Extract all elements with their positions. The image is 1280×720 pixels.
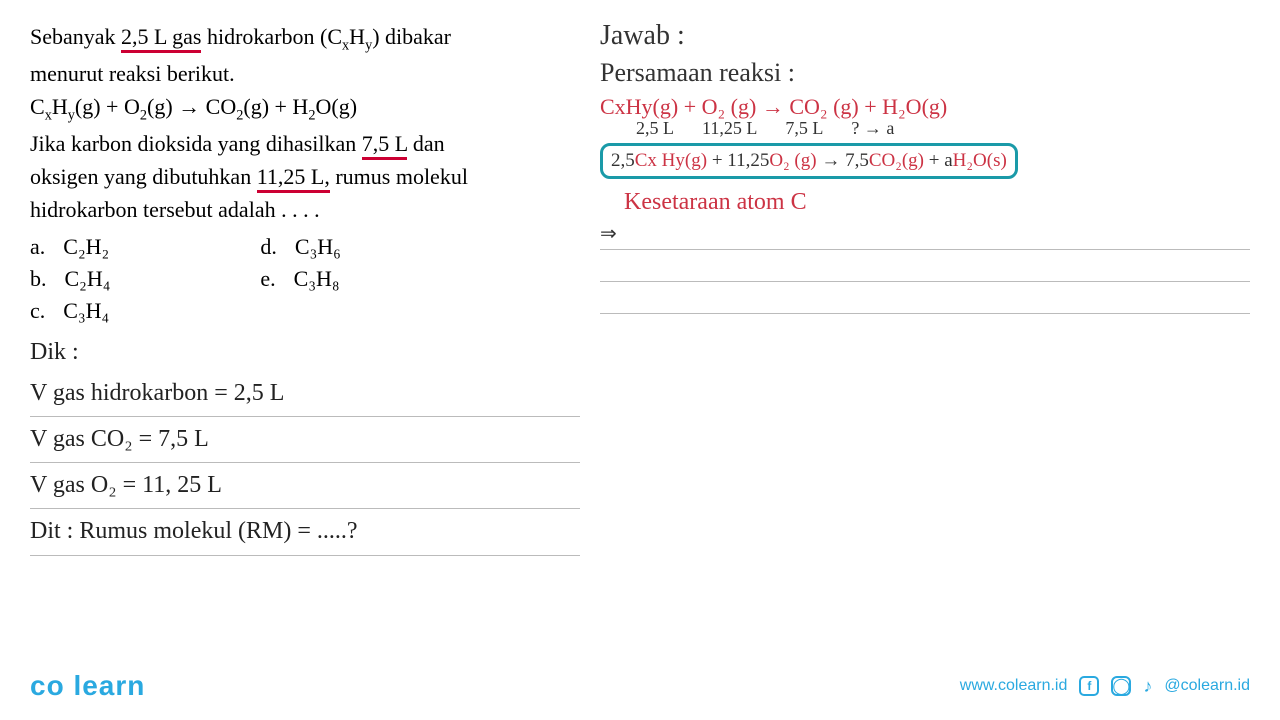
jawab-label: Jawab : bbox=[600, 20, 1250, 52]
arrow-icon: ⇒ bbox=[600, 223, 617, 245]
footer-url: www.colearn.id bbox=[960, 677, 1068, 695]
tiktok-icon: ♪ bbox=[1143, 676, 1152, 697]
boxed-equation: 2,5Cx Hy(g) + 11,25O₂ (g) → 7,5CO₂(g) + … bbox=[600, 143, 1018, 179]
text: menurut reaksi berikut. bbox=[30, 57, 580, 90]
ruled-line bbox=[600, 282, 1250, 314]
option-e: e.C₃H₈ bbox=[260, 266, 340, 292]
vol-label: 11,25 L bbox=[702, 118, 757, 139]
reaction-equation: CxHy(g) + O₂ (g) → CO₂ (g) + H₂O(g) bbox=[600, 94, 1250, 120]
ruled-line: ⇒ bbox=[600, 218, 1250, 250]
text: dan bbox=[407, 131, 444, 156]
ruled-line bbox=[600, 250, 1250, 282]
text: H bbox=[349, 24, 365, 49]
handwritten-given: Dik : V gas hidrokarbon = 2,5 L V gas CO… bbox=[30, 334, 580, 556]
text: hidrokarbon (C bbox=[201, 24, 342, 49]
instagram-icon: ◯ bbox=[1111, 676, 1131, 696]
brand-logo: co learn bbox=[30, 670, 145, 702]
dit-line: Dit : Rumus molekul (RM) = .....? bbox=[30, 509, 580, 555]
given-line: V gas CO₂ = 7,5 L bbox=[30, 417, 580, 463]
text: Sebanyak bbox=[30, 24, 121, 49]
equation: CxHy(g) + O2(g) → CO2(g) + H2O(g) bbox=[30, 90, 580, 127]
given-line: V gas hidrokarbon = 2,5 L bbox=[30, 371, 580, 417]
problem-left-column: Sebanyak 2,5 L gas hidrokarbon (CxHy) di… bbox=[30, 20, 580, 556]
vol-label: 2,5 L bbox=[636, 118, 674, 139]
footer: co learn www.colearn.id f ◯ ♪ @colearn.i… bbox=[0, 670, 1280, 702]
option-a: a.C₂H₂ bbox=[30, 234, 110, 260]
subsection-label: Kesetaraan atom C bbox=[624, 189, 1250, 216]
vol-label: ? → a bbox=[851, 118, 894, 139]
footer-handle: @colearn.id bbox=[1164, 677, 1250, 695]
answer-right-column: Jawab : Persamaan reaksi : CxHy(g) + O₂ … bbox=[600, 20, 1250, 556]
text: Jika karbon dioksida yang dihasilkan bbox=[30, 131, 362, 156]
facebook-icon: f bbox=[1079, 676, 1099, 696]
section-label: Persamaan reaksi : bbox=[600, 58, 1250, 88]
text: hidrokarbon tersebut adalah . . . . bbox=[30, 193, 580, 226]
answer-options: a.C₂H₂ b.C₂H₄ c.C₃H₄ d.C₃H₆ e.C₃H₈ bbox=[30, 234, 580, 324]
text: ) dibakar bbox=[372, 24, 451, 49]
volume-labels: 2,5 L 11,25 L 7,5 L ? → a bbox=[636, 118, 1250, 139]
option-c: c.C₃H₄ bbox=[30, 298, 110, 324]
underlined-value: 2,5 L gas bbox=[121, 24, 201, 53]
footer-links: www.colearn.id f ◯ ♪ @colearn.id bbox=[960, 676, 1250, 697]
dik-label: Dik : bbox=[30, 334, 580, 371]
underlined-value: 11,25 L, bbox=[257, 164, 330, 193]
option-d: d.C₃H₆ bbox=[260, 234, 340, 260]
option-b: b.C₂H₄ bbox=[30, 266, 110, 292]
text: oksigen yang dibutuhkan bbox=[30, 164, 257, 189]
text: rumus molekul bbox=[330, 164, 468, 189]
vol-label: 7,5 L bbox=[785, 118, 823, 139]
given-line: V gas O₂ = 11, 25 L bbox=[30, 463, 580, 509]
underlined-value: 7,5 L bbox=[362, 131, 408, 160]
problem-statement: Sebanyak 2,5 L gas hidrokarbon (CxHy) di… bbox=[30, 20, 580, 226]
